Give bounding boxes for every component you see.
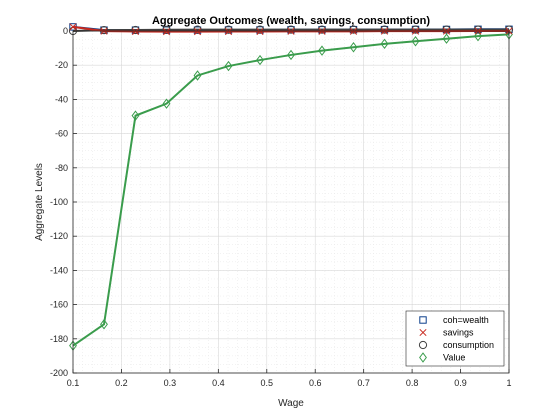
y-tick-label: -20 xyxy=(55,60,68,70)
data-point xyxy=(162,28,171,36)
grid xyxy=(72,30,510,374)
data-point xyxy=(193,70,202,81)
data-point xyxy=(131,25,140,35)
y-tick-label: -100 xyxy=(50,197,68,207)
data-point xyxy=(442,33,451,44)
y-tick-label: -200 xyxy=(50,368,68,378)
data-point xyxy=(411,25,420,34)
data-point xyxy=(69,23,77,31)
y-tick-label: -60 xyxy=(55,129,68,139)
y-tick-label: -40 xyxy=(55,94,68,104)
y-axis-label: Aggregate Levels xyxy=(34,163,45,241)
x-axis-label: Wage xyxy=(278,398,304,409)
series-line xyxy=(72,28,509,32)
legend-label: coh=wealth xyxy=(443,315,489,325)
data-point xyxy=(442,25,451,34)
data-point xyxy=(380,25,389,34)
data-point xyxy=(411,36,420,47)
data-point xyxy=(255,25,265,34)
series-consumption xyxy=(68,25,514,36)
data-point xyxy=(162,25,171,34)
series-value xyxy=(69,29,513,351)
data-point xyxy=(131,27,140,36)
data-point xyxy=(380,38,389,50)
x-tick-label: 0.2 xyxy=(115,378,128,388)
data-point xyxy=(193,28,202,36)
data-point xyxy=(349,25,358,34)
x-tick-label: 0.7 xyxy=(357,378,370,388)
data-point xyxy=(287,49,295,61)
data-point xyxy=(100,319,108,330)
legend-marker xyxy=(419,352,427,363)
y-tick-label: -80 xyxy=(55,163,68,173)
data-point xyxy=(162,98,171,109)
y-tick-label: -140 xyxy=(50,265,68,275)
x-tick-label: 0.1 xyxy=(67,378,80,388)
data-point xyxy=(349,42,358,53)
data-point xyxy=(224,25,233,34)
legend: coh=wealth savings consumption Value xyxy=(405,310,505,367)
y-tick-label: -120 xyxy=(50,231,68,241)
legend-marker xyxy=(419,328,427,337)
data-point xyxy=(193,25,202,34)
legend-label: Value xyxy=(443,353,465,363)
y-tick-label: -180 xyxy=(50,334,68,344)
x-tick-label: 1 xyxy=(506,378,511,388)
legend-marker xyxy=(418,340,428,350)
data-point xyxy=(318,45,326,56)
x-tick-label: 0.8 xyxy=(406,378,419,388)
data-point xyxy=(256,27,264,36)
legend-label: consumption xyxy=(443,340,494,350)
legend-marker xyxy=(419,316,427,324)
x-tick-label: 0.3 xyxy=(164,378,177,388)
data-point xyxy=(286,25,296,34)
y-tick-label: 0 xyxy=(63,26,68,36)
data-point xyxy=(256,54,264,66)
chart-title: Aggregate Outcomes (wealth, savings, con… xyxy=(152,15,430,27)
x-tick-label: 0.6 xyxy=(309,378,322,388)
data-point xyxy=(317,25,327,34)
y-tick-label: -160 xyxy=(50,300,68,310)
legend-label: savings xyxy=(443,328,474,338)
series-line xyxy=(72,33,510,347)
legend-box xyxy=(405,310,505,367)
data-point xyxy=(474,30,482,42)
x-tick-label: 0.9 xyxy=(454,378,467,388)
x-tick-label: 0.5 xyxy=(261,378,274,388)
data-point xyxy=(473,25,483,34)
ticks: 0.1 0.2 0.3 0.4 0.5 0.6 0.7 0.8 0.9 1 0 -20 -40 -60 -8… xyxy=(50,26,512,388)
data-point xyxy=(224,27,233,36)
data-point xyxy=(224,60,233,72)
x-tick-label: 0.4 xyxy=(212,378,225,388)
data-point xyxy=(131,110,140,121)
